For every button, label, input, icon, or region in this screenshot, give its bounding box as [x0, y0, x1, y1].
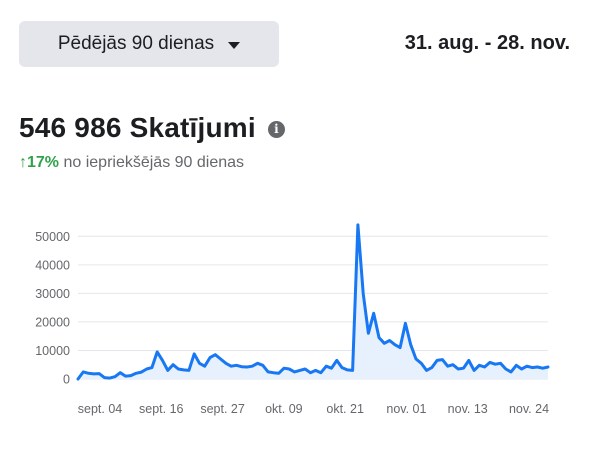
date-range-dropdown[interactable]: Pēdējās 90 dienas — [19, 21, 279, 67]
y-tick-label: 10000 — [35, 344, 70, 358]
series-line — [76, 223, 550, 381]
metric-header: 546 986 Skatījumi i — [19, 112, 285, 144]
y-tick-label: 30000 — [35, 287, 70, 301]
y-tick-label: 40000 — [35, 258, 70, 272]
x-tick-label: nov. 13 — [448, 402, 488, 416]
change-percent: 17% — [27, 154, 60, 171]
x-tick-label: okt. 21 — [326, 402, 364, 416]
change-arrow-icon: ↑ — [19, 154, 27, 171]
change-description: no iepriekšējās 90 dienas — [59, 154, 245, 171]
x-tick-label: nov. 24 — [509, 402, 549, 416]
x-tick-label: sept. 04 — [78, 402, 123, 416]
metric-value: 546 986 Skatījumi — [19, 112, 256, 143]
date-range-dropdown-label: Pēdējās 90 dienas — [57, 33, 215, 54]
change-indicator: ↑17% no iepriekšējās 90 dienas — [19, 154, 244, 172]
info-icon[interactable]: i — [267, 120, 285, 138]
date-range-text: 31. aug. - 28. nov. — [404, 32, 570, 54]
series-area — [78, 224, 548, 379]
caret-down-icon — [228, 41, 241, 49]
x-tick-label: sept. 27 — [200, 402, 245, 416]
y-tick-label: 20000 — [35, 315, 70, 329]
y-tick-label: 0 — [63, 373, 70, 387]
x-tick-label: sept. 16 — [139, 402, 184, 416]
y-tick-label: 50000 — [35, 230, 70, 244]
x-tick-label: nov. 01 — [386, 402, 426, 416]
x-tick-label: okt. 09 — [265, 402, 303, 416]
